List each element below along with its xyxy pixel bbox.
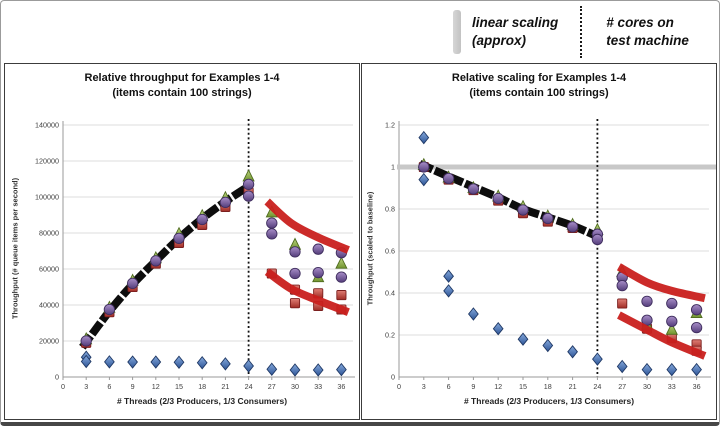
linear-scaling-swatch xyxy=(453,10,461,54)
x-tick-label: 21 xyxy=(569,382,577,391)
legend-cores-line2: test machine xyxy=(606,33,689,48)
series-example-4 xyxy=(80,178,348,347)
legend-label-cores: # cores on test machine xyxy=(606,14,689,49)
x-tick-label: 9 xyxy=(131,382,135,391)
red-band-upper xyxy=(264,198,350,254)
subtitle-line: (items contain 100 strings) xyxy=(112,86,252,99)
x-axis-label-threads-left: # Threads (2/3 Producers, 1/3 Consumers) xyxy=(116,396,288,406)
x-tick-label: 9 xyxy=(471,382,475,391)
x-tick-label: 36 xyxy=(693,382,701,391)
y-tick-label: 60000 xyxy=(39,265,59,274)
chart-title-throughput: Relative throughput for Examples 1-4 (it… xyxy=(5,71,359,101)
title-line: Relative scaling for Examples 1-4 xyxy=(451,72,627,84)
x-tick-label: 36 xyxy=(337,382,345,391)
chart-panel-scaling: 0 0.2 0.4 0.6 0.8 1 1.2 0 3 6 9 12 15 18 21 24 27 30 33 36 … xyxy=(361,63,717,420)
legend-label-linear-scaling: linear scaling (approx) xyxy=(472,14,558,49)
x-tick-label: 3 xyxy=(84,382,88,391)
x-tick-label: 24 xyxy=(245,382,253,391)
legend-cores-line1: # cores on xyxy=(606,15,674,31)
y-axis-label-scaling: Throughput (scaled to baseline) xyxy=(365,191,375,306)
x-tick-label: 27 xyxy=(268,382,276,391)
x-tick-label: 30 xyxy=(643,382,651,391)
x-tick-label: 12 xyxy=(152,382,160,391)
throughput-chart-svg: 0 20000 40000 60000 80000 100000 120000 140000 0… xyxy=(35,119,355,391)
scaling-chart-svg: 00.20.40.60.811.20 3 6 9 12 15 18 21 24 27 30 33 36 xyxy=(385,119,716,391)
red-band-upper xyxy=(616,263,706,303)
y-tick-label: 140000 xyxy=(35,121,59,130)
x-tick-label: 15 xyxy=(175,382,183,391)
series-example-1 xyxy=(80,350,347,377)
x-axis-ticks: 0 3 6 9 12 15 18 21 24 27 30 33 36 xyxy=(61,377,345,391)
x-tick-label: 12 xyxy=(494,382,502,391)
x-tick-label: 33 xyxy=(314,382,322,391)
y-tick-label: 0.8 xyxy=(385,205,395,214)
red-band-lower xyxy=(264,268,350,316)
y-tick-label: 80000 xyxy=(39,229,59,238)
x-tick-label: 18 xyxy=(198,382,206,391)
legend-linear-line1: linear scaling xyxy=(472,15,559,31)
chart-title-scaling: Relative scaling for Examples 1-4 (items… xyxy=(362,71,716,101)
x-axis-label-threads-right: # Threads (2/3 Producers, 1/3 Consumers) xyxy=(463,396,635,406)
x-tick-label: 6 xyxy=(447,382,451,391)
y-tick-label: 20000 xyxy=(39,337,59,346)
chart-panel-throughput: 0 20000 40000 60000 80000 100000 120000 140000 0… xyxy=(4,63,360,420)
legend: linear scaling (approx) # cores on test … xyxy=(453,5,715,59)
series-example-1 xyxy=(418,130,702,377)
series-example-4 xyxy=(418,161,703,334)
x-axis-ticks: 0 3 6 9 12 15 18 21 24 27 30 33 36 xyxy=(397,377,701,391)
y-tick-label: 0.6 xyxy=(385,247,395,256)
series-example-3 xyxy=(80,169,348,345)
x-tick-label: 6 xyxy=(107,382,111,391)
x-tick-label: 0 xyxy=(61,382,65,391)
cores-dotted-line-swatch xyxy=(580,6,583,58)
y-tick-label: 0 xyxy=(55,373,59,382)
y-axis-label-throughput: Throughput (# queue items per second) xyxy=(10,177,20,320)
x-tick-label: 3 xyxy=(422,382,426,391)
subtitle-line: (items contain 100 strings) xyxy=(469,86,609,99)
y-tick-label: 1.2 xyxy=(385,121,395,130)
y-tick-label: 1 xyxy=(391,163,395,172)
x-tick-label: 15 xyxy=(519,382,527,391)
title-line: Relative throughput for Examples 1-4 xyxy=(84,72,280,84)
y-tick-label: 0.2 xyxy=(385,331,395,340)
x-tick-label: 18 xyxy=(544,382,552,391)
x-tick-label: 33 xyxy=(668,382,676,391)
legend-linear-line2: (approx) xyxy=(472,33,526,48)
series-markers xyxy=(80,169,348,377)
y-tick-label: 0 xyxy=(391,373,395,382)
x-tick-label: 27 xyxy=(618,382,626,391)
red-band-lower xyxy=(617,311,707,360)
x-tick-label: 30 xyxy=(291,382,299,391)
x-tick-label: 0 xyxy=(397,382,401,391)
x-tick-label: 24 xyxy=(593,382,601,391)
x-tick-label: 21 xyxy=(221,382,229,391)
y-tick-label: 0.4 xyxy=(385,289,395,298)
y-tick-label: 100000 xyxy=(35,193,59,202)
y-tick-label: 40000 xyxy=(39,301,59,310)
y-tick-label: 120000 xyxy=(35,157,59,166)
series-example-2 xyxy=(418,161,702,356)
